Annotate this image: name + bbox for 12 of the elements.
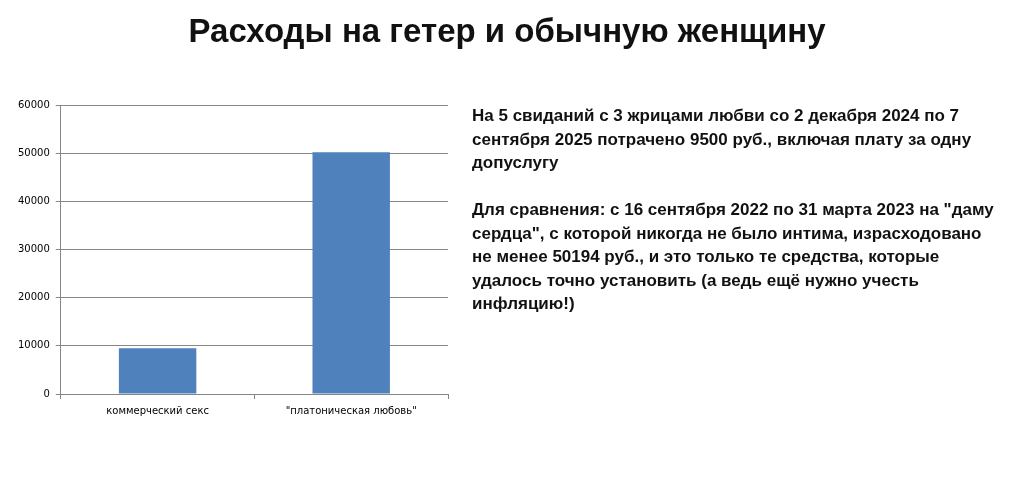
text: Для сравнения: с 16 сентября 2022 по 31 марта 2023 на "даму сердца", с которой никогда не было интима, израсходовано не менее 50194 руб., и это только те средства, которые удалось точно установить (а ведь ещё нужно учесть инфляцию!) <box>472 199 995 315</box>
y-tick-label: 30000 <box>18 243 50 255</box>
y-tick-label: 50000 <box>18 146 50 158</box>
chart-title: Расходы на гетер и обычную женщину <box>187 12 827 50</box>
y-tick-label: 40000 <box>18 194 50 206</box>
y-tick-label: 60000 <box>18 98 50 110</box>
x-tick-label: "платоническая любовь" <box>285 404 417 416</box>
y-tick-label: 20000 <box>18 291 50 303</box>
x-tick-label: коммерческий секс <box>106 404 209 416</box>
y-tick-label: 0 <box>43 387 50 399</box>
y-tick-label: 10000 <box>18 339 50 351</box>
text: На 5 свиданий с 3 жрицами любви со 2 декабря 2024 по 7 сентября 2025 потрачено 9500 руб., включая плату за одну допуслугу <box>472 105 973 174</box>
